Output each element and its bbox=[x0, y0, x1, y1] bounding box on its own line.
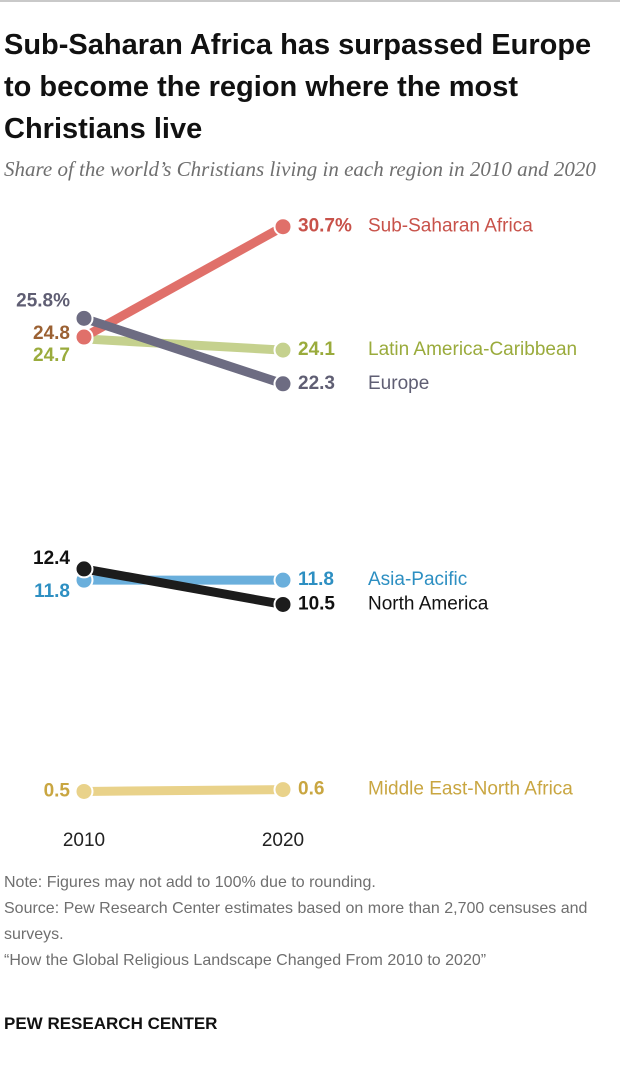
value-label-asia-pacific-2010: 11.8 bbox=[34, 581, 70, 602]
value-label-middle-east-north-africa-2020: 0.6 bbox=[298, 779, 324, 800]
series-lines bbox=[81, 222, 286, 796]
series-name-middle-east-north-africa: Middle East-North Africa bbox=[368, 779, 573, 800]
value-label-europe-2010: 25.8% bbox=[16, 290, 70, 311]
series-dots bbox=[74, 217, 293, 801]
x-tick-label-2020: 2020 bbox=[262, 830, 304, 851]
point-latin-america-caribbean-2020 bbox=[273, 340, 293, 360]
series-name-europe: Europe bbox=[368, 373, 429, 394]
series-name-sub-saharan-africa: Sub-Saharan Africa bbox=[368, 216, 533, 237]
point-sub-saharan-africa-2010 bbox=[74, 327, 94, 347]
value-label-sub-saharan-africa-2010: 24.8 bbox=[33, 323, 70, 344]
top-rule bbox=[0, 0, 620, 2]
chart-title: Sub-Saharan Africa has surpassed Europe … bbox=[4, 29, 592, 145]
slope-chart: 24.8 30.7% Sub-Saharan Africa 24.7 24.1 Latin… bbox=[16, 216, 577, 851]
x-tick-label-2010: 2010 bbox=[63, 830, 105, 851]
series-line-north-america bbox=[83, 564, 284, 609]
point-north-america-2020 bbox=[273, 594, 293, 614]
series-name-latin-america-caribbean: Latin America-Caribbean bbox=[368, 339, 577, 360]
value-label-latin-america-caribbean-2020: 24.1 bbox=[298, 339, 335, 360]
x-axis: 2010 2020 bbox=[63, 830, 304, 851]
point-north-america-2010 bbox=[74, 559, 94, 579]
point-asia-pacific-2020 bbox=[273, 570, 293, 590]
value-label-north-america-2020: 10.5 bbox=[298, 593, 335, 614]
value-label-middle-east-north-africa-2010: 0.5 bbox=[44, 780, 71, 801]
point-sub-saharan-africa-2020 bbox=[273, 217, 293, 237]
series-line-middle-east-north-africa bbox=[83, 785, 284, 796]
citation: “How the Global Religious Landscape Chan… bbox=[4, 952, 487, 969]
point-europe-2020 bbox=[273, 374, 293, 394]
series-line-europe bbox=[82, 314, 285, 389]
value-label-latin-america-caribbean-2010: 24.7 bbox=[33, 345, 70, 366]
value-label-europe-2020: 22.3 bbox=[298, 373, 335, 394]
value-label-north-america-2010: 12.4 bbox=[33, 548, 70, 569]
series-line-sub-saharan-africa bbox=[81, 222, 286, 341]
brand-name: PEW RESEARCH CENTER bbox=[4, 1014, 218, 1033]
series-line-latin-america-caribbean bbox=[83, 334, 284, 355]
point-middle-east-north-africa-2010 bbox=[74, 781, 94, 801]
value-label-asia-pacific-2020: 11.8 bbox=[298, 569, 334, 590]
series-name-asia-pacific: Asia-Pacific bbox=[368, 569, 467, 590]
note: Note: Figures may not add to 100% due to… bbox=[4, 874, 376, 891]
source: Source: Pew Research Center estimates ba… bbox=[4, 900, 588, 943]
series-name-north-america: North America bbox=[368, 593, 489, 614]
chart-subtitle: Share of the world’s Christians living i… bbox=[4, 157, 596, 181]
point-europe-2010 bbox=[74, 308, 94, 328]
value-label-sub-saharan-africa-2020: 30.7% bbox=[298, 216, 352, 237]
series-labels: 24.8 30.7% Sub-Saharan Africa 24.7 24.1 Latin… bbox=[16, 216, 577, 802]
point-middle-east-north-africa-2020 bbox=[273, 780, 293, 800]
